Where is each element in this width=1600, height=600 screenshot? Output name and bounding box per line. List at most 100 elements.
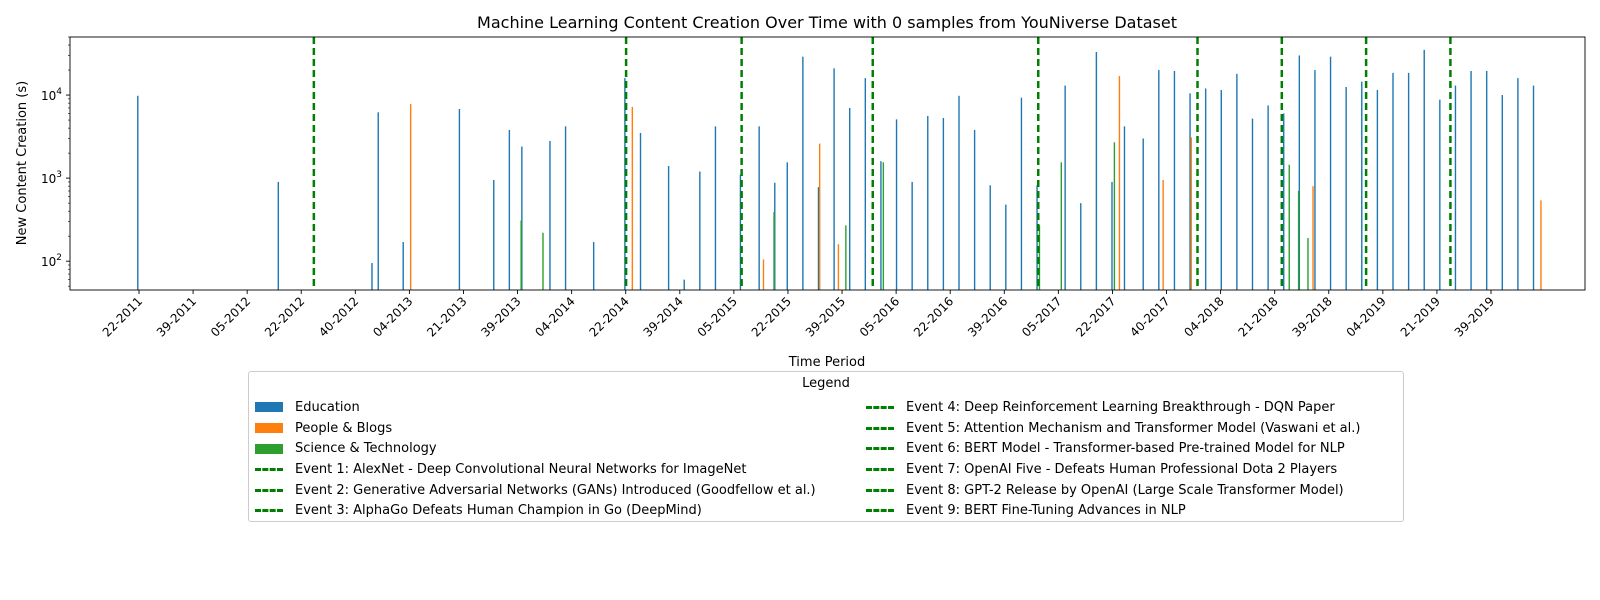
legend-item: Event 6: BERT Model - Transformer-based … — [866, 438, 1360, 459]
bar-education — [1392, 72, 1394, 290]
bar-education — [1423, 49, 1425, 290]
legend-item: Event 7: OpenAI Five - Defeats Human Pro… — [866, 459, 1360, 480]
x-tick-label: 21-2019 — [1398, 294, 1443, 339]
bar-education — [1298, 55, 1301, 291]
x-tick-label: 39-2019 — [1452, 294, 1497, 339]
bar-education — [1485, 70, 1488, 290]
bar-education — [1329, 56, 1332, 290]
legend-label: Event 8: GPT-2 Release by OpenAI (Large … — [906, 482, 1344, 498]
bar-people-blogs — [1540, 200, 1542, 290]
bar-education — [1283, 113, 1285, 290]
legend-item: Event 1: AlexNet - Deep Convolutional Ne… — [255, 459, 816, 480]
bar-people-blogs — [762, 259, 765, 290]
bar-education — [1439, 99, 1441, 290]
bar-education — [1142, 138, 1144, 290]
bar-education — [1361, 81, 1363, 290]
bar-education — [1345, 87, 1347, 291]
bar-education — [1517, 78, 1519, 290]
legend-title: Legend — [802, 376, 850, 391]
bar-education — [895, 119, 898, 290]
bar-education — [973, 129, 976, 290]
y-axis-label: New Content Creation (s) — [15, 81, 30, 245]
x-tick-label: 22-2016 — [911, 294, 956, 339]
legend-item: Event 8: GPT-2 Release by OpenAI (Large … — [866, 480, 1360, 501]
legend-swatch-line — [866, 405, 894, 409]
bar-education — [1376, 90, 1379, 290]
legend-label: People & Blogs — [295, 420, 393, 436]
bar-science-technology — [1307, 238, 1309, 290]
y-tick-label: 103 — [41, 170, 62, 186]
bar-people-blogs — [1162, 179, 1164, 290]
legend-item: Event 3: AlphaGo Defeats Human Champion … — [255, 500, 816, 521]
x-tick-label: 40-2012 — [316, 294, 361, 339]
bar-science-technology — [1113, 142, 1116, 290]
bar-education — [802, 56, 804, 290]
x-tick-label: 22-2017 — [1073, 294, 1118, 339]
bar-science-technology — [520, 220, 522, 290]
legend-swatch-line — [255, 467, 283, 471]
bar-education — [1220, 90, 1222, 290]
x-tick-label: 05-2012 — [208, 294, 253, 339]
bar-education — [1064, 85, 1066, 290]
x-tick-label: 05-2017 — [1019, 294, 1064, 339]
x-tick-label: 39-2015 — [803, 294, 848, 339]
legend-label: Event 5: Attention Mechanism and Transfo… — [906, 420, 1361, 436]
plot-frame — [69, 36, 1586, 291]
bar-education — [739, 174, 742, 290]
bar-science-technology — [1297, 190, 1300, 290]
x-tick-label: 04-2019 — [1344, 294, 1389, 339]
bar-education — [1314, 70, 1316, 291]
legend-item: Education — [255, 397, 816, 418]
bar-education — [1470, 70, 1472, 290]
bar-education — [1095, 51, 1098, 290]
bar-education — [699, 171, 701, 290]
legend-swatch-bar — [255, 423, 283, 434]
bar-science-technology — [773, 212, 775, 290]
bar-education — [758, 126, 760, 291]
bar-people-blogs — [631, 106, 634, 290]
x-tick-label: 22-2011 — [100, 294, 145, 339]
bar-education — [521, 146, 523, 290]
x-tick-label: 04-2014 — [532, 294, 577, 339]
legend-item: Event 2: Generative Adversarial Networks… — [255, 480, 816, 501]
legend-swatch-line — [255, 509, 283, 513]
legend-item: People & Blogs — [255, 418, 816, 439]
bar-education — [833, 68, 835, 290]
y-tick-label: 102 — [41, 253, 62, 269]
bar-education — [927, 115, 929, 291]
bar-education — [1158, 70, 1160, 291]
bar-education — [493, 179, 495, 290]
legend-item: Event 5: Attention Mechanism and Transfo… — [866, 418, 1360, 439]
chart-title: Machine Learning Content Creation Over T… — [477, 13, 1177, 32]
legend: Legend Education People & Blogs Science & … — [248, 371, 1404, 522]
bar-education — [1267, 105, 1269, 290]
legend-label: Event 1: AlexNet - Deep Convolutional Ne… — [295, 461, 747, 477]
x-tick-label: 39-2013 — [478, 294, 523, 339]
bar-education — [371, 263, 373, 290]
bar-education — [786, 162, 788, 290]
bar-education — [1111, 181, 1113, 290]
bar-education — [683, 279, 685, 290]
bar-education — [880, 161, 882, 290]
bar-education — [1501, 95, 1503, 290]
bar-people-blogs — [818, 143, 821, 290]
bar-education — [714, 126, 717, 291]
bar-education — [508, 129, 511, 290]
x-tick-label: 22-2012 — [262, 294, 307, 339]
x-tick-label: 40-2017 — [1127, 294, 1172, 339]
bar-education — [864, 78, 867, 290]
bar-education — [1173, 70, 1176, 290]
bar-education — [1204, 88, 1207, 290]
legend-swatch-line — [255, 488, 283, 492]
legend-label: Science & Technology — [295, 441, 437, 457]
bar-education — [911, 181, 913, 290]
bar-education — [549, 140, 551, 290]
legend-label: Event 2: Generative Adversarial Networks… — [295, 482, 816, 498]
x-tick-label: 21-2013 — [424, 294, 469, 339]
bar-education — [817, 187, 820, 290]
x-axis-label: Time Period — [788, 355, 865, 370]
bar-people-blogs — [1190, 137, 1192, 290]
bar-education — [1005, 204, 1007, 290]
y-tick-label: 104 — [41, 87, 62, 103]
